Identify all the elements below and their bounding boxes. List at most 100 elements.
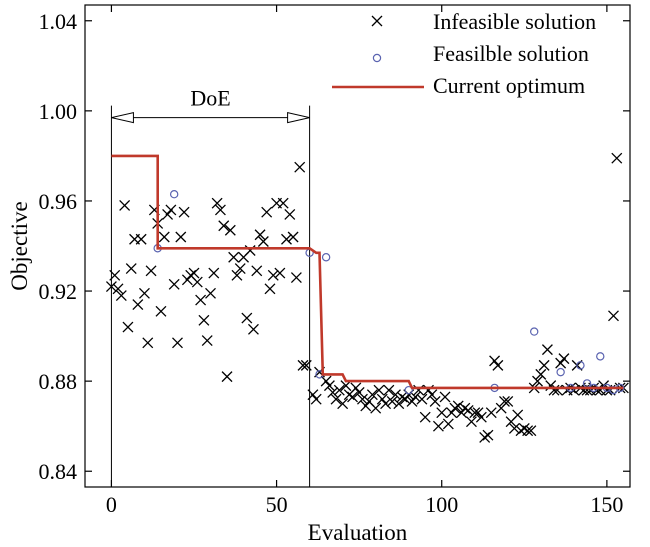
legend-infeasible-marker (371, 15, 383, 27)
x-marker-stroke-b (532, 375, 543, 387)
infeasible-point (479, 431, 491, 443)
x-marker-stroke-b (611, 152, 623, 164)
x-marker-stroke-b (327, 386, 339, 398)
x-marker-stroke-b (135, 233, 147, 245)
infeasible-point (532, 375, 543, 387)
infeasible-point (393, 398, 405, 410)
x-tick-label: 0 (106, 492, 117, 517)
x-marker-stroke-b (475, 411, 487, 423)
x-marker-stroke-b (370, 402, 382, 414)
infeasible-point (499, 395, 510, 407)
x-marker-stroke-b (390, 389, 401, 401)
infeasible-point (330, 393, 342, 405)
y-tick-label: 1.00 (39, 99, 78, 124)
infeasible-point (231, 269, 243, 281)
x-marker-stroke-b (310, 393, 322, 405)
infeasible-point (409, 391, 421, 403)
doe-right-arrowhead (287, 111, 310, 124)
infeasible-point (162, 209, 174, 220)
x-marker-stroke-b (429, 395, 441, 407)
x-tick-label: 100 (425, 492, 458, 517)
infeasible-point (208, 267, 220, 279)
x-tick-label: 150 (590, 492, 623, 517)
x-marker-stroke-b (386, 395, 398, 407)
x-marker-stroke-b (224, 224, 236, 236)
infeasible-point (109, 269, 121, 281)
infeasible-point (115, 290, 127, 302)
x-marker-stroke-b (436, 407, 448, 419)
x-marker-stroke-b (462, 404, 474, 416)
x-marker-stroke-b (105, 281, 117, 293)
x-marker-stroke-b (287, 231, 299, 243)
x-marker-stroke-b (376, 393, 388, 405)
y-tick-label: 0.84 (39, 459, 78, 484)
infeasible-point (386, 395, 398, 407)
x-marker-stroke-b (555, 357, 567, 369)
feasible-point (169, 189, 179, 199)
feasible-point (556, 367, 565, 377)
x-marker-stroke-b (201, 335, 213, 347)
infeasible-point (390, 389, 401, 401)
x-axis-title: Evaluation (308, 520, 408, 545)
x-marker-stroke-b (337, 398, 349, 410)
x-marker-stroke-b (469, 407, 481, 419)
x-marker-stroke-b (380, 398, 392, 410)
x-marker-stroke-b (323, 380, 335, 392)
x-marker-stroke-b (353, 386, 365, 398)
infeasible-point (333, 384, 345, 396)
x-marker-stroke-b (452, 400, 464, 412)
feasible-point (596, 352, 605, 361)
infeasible-point (188, 267, 200, 279)
infeasible-point (254, 229, 266, 241)
x-marker-stroke-b (188, 267, 200, 279)
axis-ticks: 0 50 100 150 0.84 0.88 0.92 0.96 1.00 1.04 (39, 5, 630, 517)
infeasible-point (462, 404, 474, 416)
x-marker-stroke-b (221, 371, 233, 383)
infeasible-point (158, 231, 170, 243)
x-marker-stroke-b (472, 407, 484, 419)
x-marker-stroke-b (251, 265, 263, 277)
x-marker-stroke-b (145, 265, 157, 277)
infeasible-point (396, 391, 408, 403)
x-marker-stroke-b (294, 161, 306, 173)
infeasible-point (287, 231, 299, 243)
x-marker-stroke-b (416, 393, 428, 405)
x-marker-stroke-b (432, 420, 444, 432)
x-marker-stroke-b (241, 312, 253, 324)
x-marker-stroke-b (297, 359, 309, 371)
x-marker-stroke-b (489, 355, 501, 367)
legend-feasible-marker (372, 53, 382, 63)
x-marker-stroke-b (300, 359, 312, 371)
infeasible-point (522, 425, 534, 437)
infeasible-point (459, 402, 471, 414)
x-marker-stroke-b (558, 353, 570, 365)
x-marker-stroke-b (281, 233, 292, 245)
x-marker-stroke-b (158, 231, 170, 243)
infeasible-point (122, 321, 134, 333)
x-marker-stroke-b (512, 409, 524, 421)
doe-annotation: DoE (110, 86, 311, 487)
x-marker-stroke-b (125, 263, 137, 274)
infeasible-point (290, 272, 302, 283)
infeasible-point (538, 359, 550, 371)
infeasible-point (310, 393, 322, 405)
infeasible-point (165, 204, 177, 216)
x-marker-stroke-b (247, 323, 259, 335)
infeasible-point (508, 422, 520, 434)
x-marker-stroke-b (396, 391, 408, 403)
plot-frame (84, 4, 631, 488)
infeasible-point (327, 386, 339, 398)
y-tick-label: 1.04 (39, 9, 78, 34)
infeasible-point (145, 265, 157, 277)
x-marker-stroke-b (185, 269, 197, 281)
infeasible-point (383, 384, 395, 396)
infeasible-point (284, 209, 296, 220)
infeasible-point (264, 283, 276, 295)
infeasible-point (105, 281, 117, 293)
infeasible-point (234, 263, 246, 274)
infeasible-point (360, 400, 372, 412)
infeasible-point (323, 380, 335, 392)
x-marker-stroke-b (267, 269, 279, 281)
feasible-point (530, 327, 539, 336)
